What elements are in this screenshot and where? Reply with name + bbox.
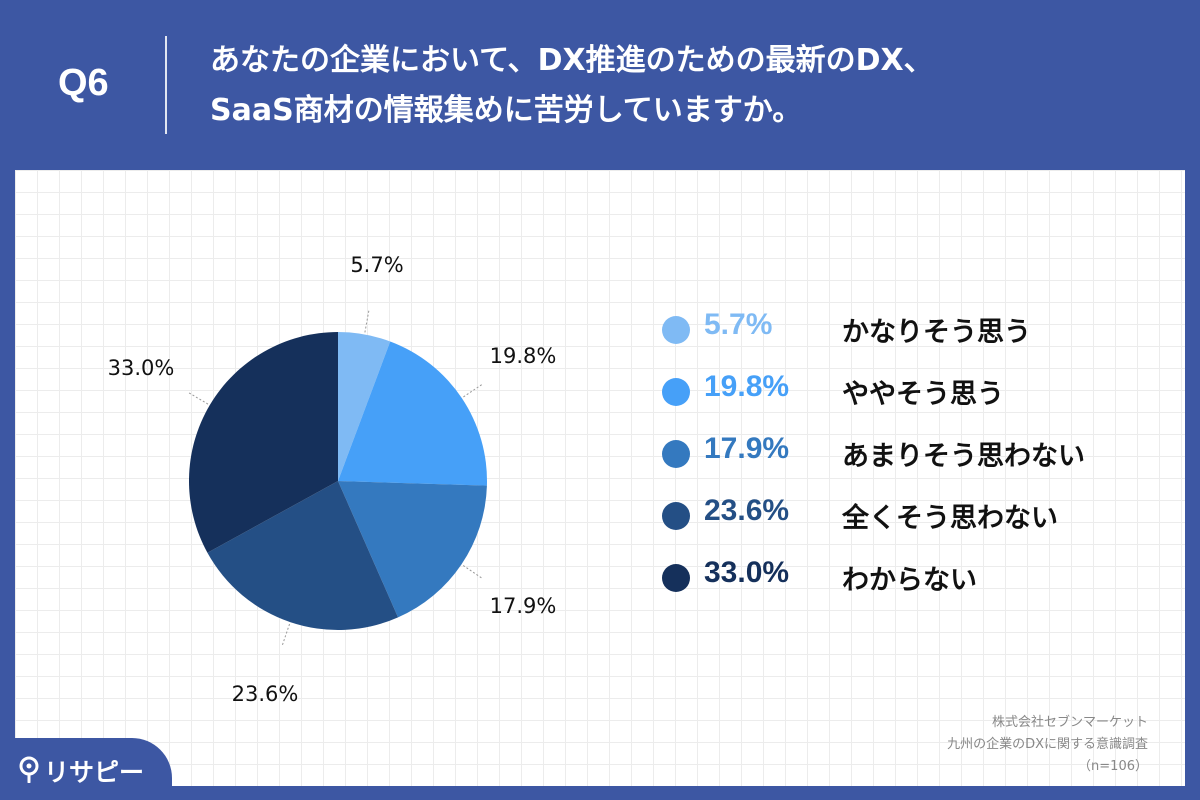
header: Q6 あなたの企業において、DX推進のための最新のDX、 SaaS商材の情報集め… xyxy=(0,0,1200,170)
legend-dot xyxy=(662,440,690,468)
source-sample-size: （n=106） xyxy=(1078,759,1148,774)
leader-line xyxy=(281,623,291,647)
location-pin-icon xyxy=(19,756,39,783)
slice-data-label: 33.0% xyxy=(108,356,175,380)
legend-percentage: 5.7% xyxy=(704,308,773,341)
legend-label: わからない xyxy=(842,565,977,596)
question-number: Q6 xyxy=(58,62,109,104)
brand-logo: リサピー xyxy=(0,738,172,800)
legend-dot xyxy=(662,316,690,344)
question-title: あなたの企業において、DX推進のための最新のDX、 SaaS商材の情報集めに苦労… xyxy=(210,36,1150,136)
pie-slice xyxy=(338,341,488,486)
legend-item: 23.6% 全くそう思わない xyxy=(660,486,1160,548)
legend-percentage: 17.9% xyxy=(704,432,790,465)
source-company: 株式会社セブンマーケット xyxy=(991,715,1148,730)
brand-name: リサピー xyxy=(44,758,145,787)
legend-percentage: 33.0% xyxy=(704,556,790,589)
leader-line xyxy=(364,308,370,333)
leader-line xyxy=(462,565,484,580)
legend-label: かなりそう思う xyxy=(842,317,1031,348)
leader-line xyxy=(187,391,209,405)
legend-item: 5.7% かなりそう思う xyxy=(660,300,1160,362)
legend-item: 33.0% わからない xyxy=(660,548,1160,610)
source-note: 株式会社セブンマーケット 九州の企業のDXに関する意識調査 （n=106） xyxy=(748,712,1148,778)
header-divider xyxy=(165,36,167,134)
pie-slice xyxy=(338,332,391,481)
legend-item: 19.8% ややそう思う xyxy=(660,362,1160,424)
legend-percentage: 23.6% xyxy=(704,494,790,527)
legend-item: 17.9% あまりそう思わない xyxy=(660,424,1160,486)
leader-line xyxy=(463,383,484,398)
legend: 5.7% かなりそう思う 19.8% ややそう思う 17.9% あまりそう思わな… xyxy=(660,300,1160,610)
legend-label: ややそう思う xyxy=(842,379,1004,410)
pie-slice xyxy=(338,481,487,618)
legend-label: あまりそう思わない xyxy=(842,441,1085,472)
pie-chart: 5.7% 19.8% 17.9% 23.6% 33.0% xyxy=(108,253,557,706)
legend-label: 全くそう思わない xyxy=(842,503,1058,534)
source-survey: 九州の企業のDXに関する意識調査 xyxy=(947,737,1148,752)
slice-data-label: 5.7% xyxy=(350,253,403,277)
slice-data-label: 23.6% xyxy=(232,682,299,706)
pie-slice xyxy=(188,332,338,553)
slice-data-label: 17.9% xyxy=(490,594,557,618)
question-line-2: SaaS商材の情報集めに苦労していますか。 xyxy=(210,93,803,128)
legend-dot xyxy=(662,378,690,406)
question-line-1: あなたの企業において、DX推進のための最新のDX、 xyxy=(210,43,934,78)
chart-panel: 5.7% 19.8% 17.9% 23.6% 33.0% 5.7% かなりそう思う 19… xyxy=(15,170,1185,786)
legend-dot xyxy=(662,502,690,530)
pie-slice xyxy=(207,481,399,630)
legend-percentage: 19.8% xyxy=(704,370,790,403)
legend-dot xyxy=(662,564,690,592)
slice-data-label: 19.8% xyxy=(490,344,557,368)
